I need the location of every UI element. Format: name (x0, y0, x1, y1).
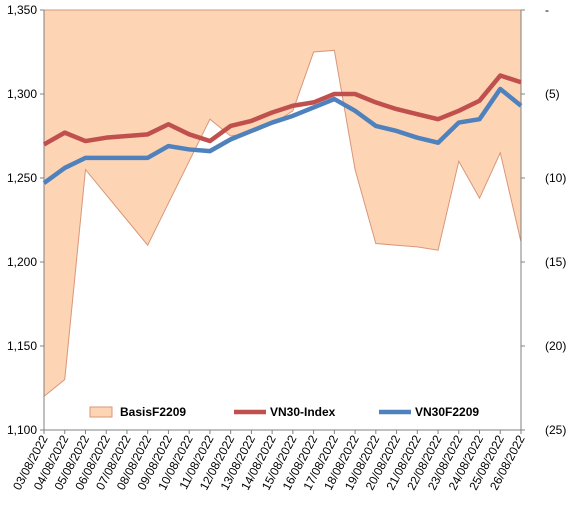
right-axis-tick-label: (5) (545, 87, 560, 101)
line-vn30-index (42, 73, 522, 147)
left-axis-tick-label: 1,300 (7, 87, 37, 101)
legend-swatch-basisf2209 (89, 406, 113, 418)
right-axis-tick-label: - (545, 3, 549, 17)
right-axis-tick-label: (15) (545, 255, 566, 269)
left-axis-tick-label: 1,200 (7, 255, 37, 269)
line-vn30f2209 (42, 86, 523, 185)
right-axis-tick-label: (10) (545, 171, 566, 185)
right-axis-tick-label: (25) (545, 423, 566, 437)
legend-label-vn30-index: VN30-Index (270, 405, 336, 419)
left-axis-tick-label: 1,250 (7, 171, 37, 185)
right-axis-tick-label: (20) (545, 339, 566, 353)
legend-label-vn30f2209: VN30F2209 (415, 405, 479, 419)
legend-label-basisf2209: BasisF2209 (120, 405, 186, 419)
left-axis-tick-label: 1,350 (7, 3, 37, 17)
left-axis-tick-label: 1,100 (7, 423, 37, 437)
area-basisf2209 (44, 10, 521, 397)
left-axis-tick-label: 1,150 (7, 339, 37, 353)
